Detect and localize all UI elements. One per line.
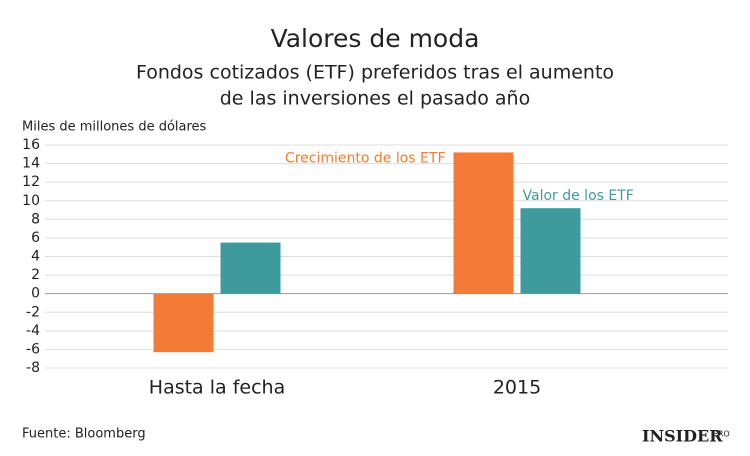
y-tick-label: 6: [31, 230, 40, 246]
y-tick-label: 16: [22, 137, 40, 153]
source: Fuente: Bloomberg: [22, 427, 146, 442]
legend-label: Valor de los ETF: [523, 188, 634, 204]
legend-label: Crecimiento de los ETF: [285, 150, 446, 166]
bar: [220, 242, 281, 294]
y-tick-label: 0: [31, 286, 40, 302]
y-axis-label: Miles de millones de dólares: [22, 120, 207, 135]
y-tick-label: -4: [26, 323, 40, 339]
logo: INSIDER: [642, 427, 723, 446]
y-tick-label: 14: [22, 156, 40, 172]
bar: [153, 293, 214, 353]
y-tick-label: -8: [26, 360, 40, 376]
bar: [453, 152, 514, 294]
chart-title: Valores de moda: [271, 24, 480, 53]
y-tick-label: 12: [22, 174, 40, 190]
y-tick-label: 2: [31, 267, 40, 283]
chart-subtitle: Fondos cotizados (ETF) preferidos tras e…: [136, 62, 614, 84]
chart-subtitle: de las inversiones el pasado año: [220, 88, 530, 110]
y-tick-label: 8: [31, 211, 40, 227]
y-tick-label: 10: [22, 193, 40, 209]
y-tick-label: -2: [26, 304, 40, 320]
x-tick-label: 2015: [493, 377, 541, 399]
bar: [520, 208, 581, 294]
y-tick-label: -6: [26, 341, 40, 357]
logo-badge: PRO: [713, 430, 730, 439]
x-tick-label: Hasta la fecha: [149, 377, 285, 399]
y-tick-label: 4: [31, 249, 40, 265]
